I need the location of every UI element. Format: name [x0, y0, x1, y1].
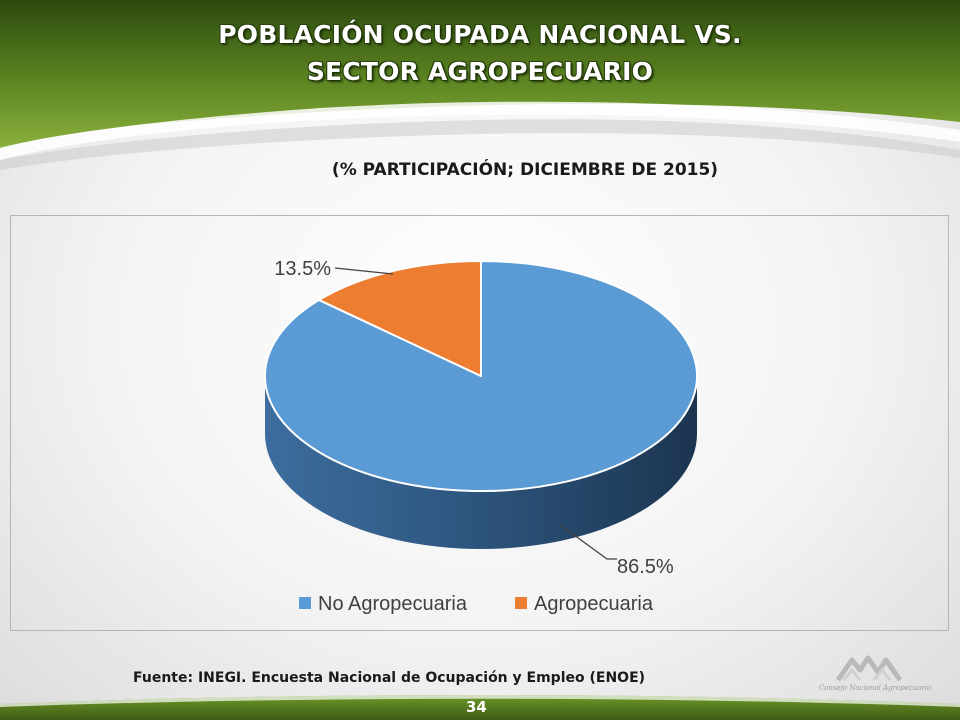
legend-swatch-no-agropecuaria [299, 597, 311, 609]
chart-subtitle: (% PARTICIPACIÓN; DICIEMBRE DE 2015) [331, 160, 719, 180]
page-number: 34 [466, 698, 487, 716]
chart-area: 86.5% 13.5% No Agropecuaria Agropecuaria [10, 215, 949, 631]
legend-label-no-agropecuaria: No Agropecuaria [318, 593, 468, 615]
cna-logo-icon [835, 655, 903, 682]
cna-logo-text: Consejo Nacional Agropecuario [818, 684, 932, 692]
source-note: Fuente: INEGI. Encuesta Nacional de Ocup… [133, 670, 646, 686]
pie-side-no-agropecuaria [265, 376, 697, 549]
pie-slice-no-agropecuaria [264, 260, 698, 492]
leader-line-no-agropecuaria [558, 523, 617, 560]
slide-title-line-1: POBLACIÓN OCUPADA NACIONAL VS. [218, 20, 742, 49]
data-label-no-agropecuaria: 86.5% [617, 556, 674, 578]
pie-slice-agropecuaria [317, 260, 482, 377]
legend-label-agropecuaria: Agropecuaria [534, 593, 654, 615]
data-label-agropecuaria: 13.5% [274, 258, 331, 280]
slide-title-line-2: SECTOR AGROPECUARIO [306, 57, 654, 86]
leader-line-agropecuaria [334, 267, 394, 275]
legend-swatch-agropecuaria [515, 597, 527, 609]
footer-band [0, 695, 960, 720]
header-band [0, 0, 960, 170]
pie-chart: 86.5% 13.5% No Agropecuaria Agropecuaria [264, 258, 698, 615]
